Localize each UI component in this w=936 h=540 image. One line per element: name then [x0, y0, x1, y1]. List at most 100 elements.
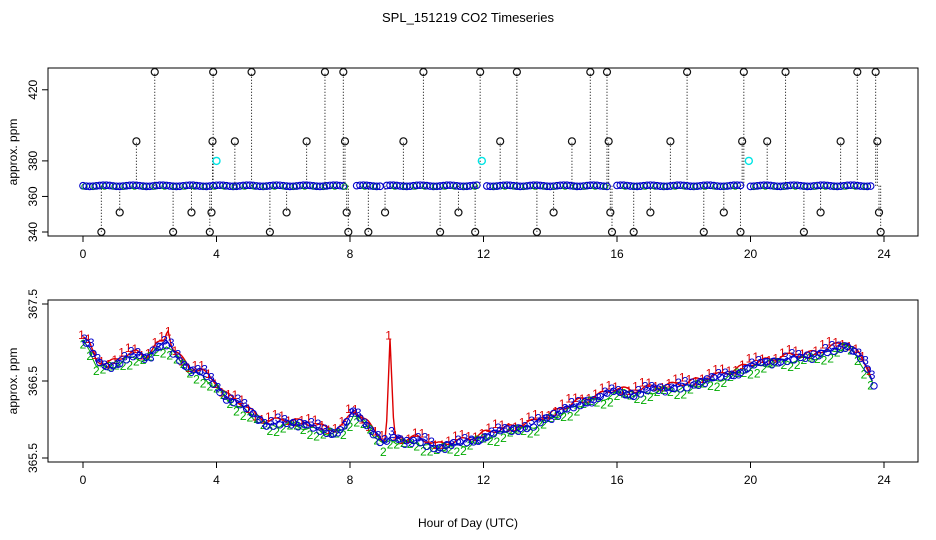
series-marker-2: 2 — [213, 381, 220, 395]
series-marker-1: 1 — [652, 380, 659, 394]
series-marker-3: 3 — [709, 371, 716, 385]
series-marker-circle — [483, 433, 491, 441]
series-marker-3: 3 — [642, 379, 649, 393]
series-marker-2: 2 — [527, 426, 534, 440]
series-marker-1: 1 — [579, 392, 586, 406]
x-tick-label: 4 — [213, 473, 220, 487]
baseline-point — [221, 183, 228, 190]
series-marker-3: 3 — [315, 417, 322, 431]
series-marker-1: 1 — [445, 434, 452, 448]
series-marker-circle — [309, 424, 317, 432]
series-marker-3: 3 — [575, 394, 582, 408]
series-marker-2: 2 — [140, 353, 147, 367]
series-marker-3: 3 — [115, 357, 122, 371]
baseline-point — [501, 183, 509, 190]
series-marker-3: 3 — [255, 413, 262, 427]
series-marker-2: 2 — [193, 372, 200, 386]
series-marker-circle — [383, 437, 391, 445]
series-marker-1: 1 — [92, 348, 99, 362]
series-marker-2: 2 — [667, 385, 674, 399]
series-marker-circle — [796, 353, 805, 362]
baseline-point — [411, 183, 419, 190]
series-marker-3: 3 — [382, 432, 389, 446]
outlier-point — [836, 137, 845, 146]
series-marker-2: 2 — [807, 350, 814, 364]
series-marker-1: 1 — [425, 431, 432, 445]
series-marker-3: 3 — [755, 353, 762, 367]
series-marker-circle — [603, 389, 611, 397]
series-marker-2: 2 — [287, 419, 294, 433]
series-marker-3: 3 — [155, 340, 162, 354]
series-marker-3: 3 — [308, 415, 315, 429]
series-marker-2: 2 — [680, 387, 687, 401]
series-marker-1: 1 — [732, 363, 739, 377]
baseline-point — [441, 183, 449, 190]
outlier-point — [454, 208, 463, 217]
outlier-point — [646, 208, 655, 217]
series-marker-3: 3 — [482, 431, 489, 445]
outlier-point — [567, 137, 577, 146]
series-marker-1: 1 — [819, 338, 826, 352]
series-marker-3: 3 — [328, 427, 335, 441]
series-marker-circle — [629, 392, 638, 401]
series-marker-3: 3 — [148, 351, 155, 365]
series-marker-circle — [790, 356, 798, 364]
series-marker-1: 1 — [185, 361, 192, 375]
baseline-point — [736, 181, 745, 190]
series-marker-1: 1 — [212, 377, 219, 391]
outlier-point — [738, 137, 747, 146]
series-marker-circle — [169, 350, 177, 358]
series-marker-3: 3 — [729, 368, 736, 382]
series-marker-3: 3 — [675, 376, 682, 390]
series-marker-2: 2 — [714, 380, 721, 394]
series-marker-1: 1 — [318, 419, 325, 433]
series-marker-circle — [116, 360, 124, 368]
outlier-point — [247, 67, 256, 77]
series-marker-2: 2 — [574, 404, 581, 418]
series-marker-3: 3 — [368, 424, 375, 438]
series-marker-circle — [850, 347, 858, 355]
series-marker-3: 3 — [528, 414, 535, 428]
series-marker-2: 2 — [393, 437, 400, 451]
series-marker-2: 2 — [387, 437, 394, 451]
series-marker-1: 1 — [792, 344, 799, 358]
series-marker-circle — [342, 417, 351, 426]
series-marker-3: 3 — [608, 382, 615, 396]
baseline-point — [391, 183, 399, 190]
baseline-point — [581, 183, 589, 190]
series-marker-3: 3 — [462, 431, 469, 445]
baseline-point — [551, 183, 559, 190]
panel-top: approx. ppm 0 4 8 12 16 20 24 340 360 380 420 — [6, 67, 919, 261]
series-marker-2: 2 — [560, 410, 567, 424]
series-marker-circle — [476, 436, 484, 444]
series-marker-1: 1 — [272, 407, 279, 421]
series-marker-2: 2 — [660, 383, 667, 397]
series-marker-1: 1 — [706, 367, 713, 381]
series-marker-3: 3 — [749, 356, 756, 370]
outlier-point — [799, 227, 809, 237]
series-marker-3: 3 — [248, 405, 255, 419]
series-marker-2: 2 — [467, 439, 474, 453]
series-marker-circle — [216, 388, 224, 397]
baseline-point — [91, 183, 98, 190]
series-marker-2: 2 — [160, 346, 167, 360]
series-marker-1: 1 — [585, 392, 592, 406]
series-marker-3: 3 — [448, 438, 455, 452]
series-marker-2: 2 — [594, 395, 601, 409]
series-marker-circle — [349, 407, 358, 415]
series-marker-3: 3 — [502, 421, 509, 435]
y-axis-label-top: approx. ppm — [6, 119, 20, 186]
series-marker-3: 3 — [782, 350, 789, 364]
series-marker-1: 1 — [85, 332, 92, 346]
outlier-point — [699, 227, 708, 237]
outlier-point — [342, 208, 351, 217]
series-marker-2: 2 — [520, 424, 527, 438]
x-tick-label: 0 — [80, 473, 87, 487]
baseline-point — [521, 183, 529, 190]
baseline-point — [652, 183, 659, 190]
series-marker-2: 2 — [700, 377, 707, 391]
series-marker-2: 2 — [674, 388, 681, 402]
outlier-point — [399, 137, 408, 146]
series-marker-1: 1 — [659, 380, 666, 394]
series-marker-circle — [643, 386, 651, 395]
